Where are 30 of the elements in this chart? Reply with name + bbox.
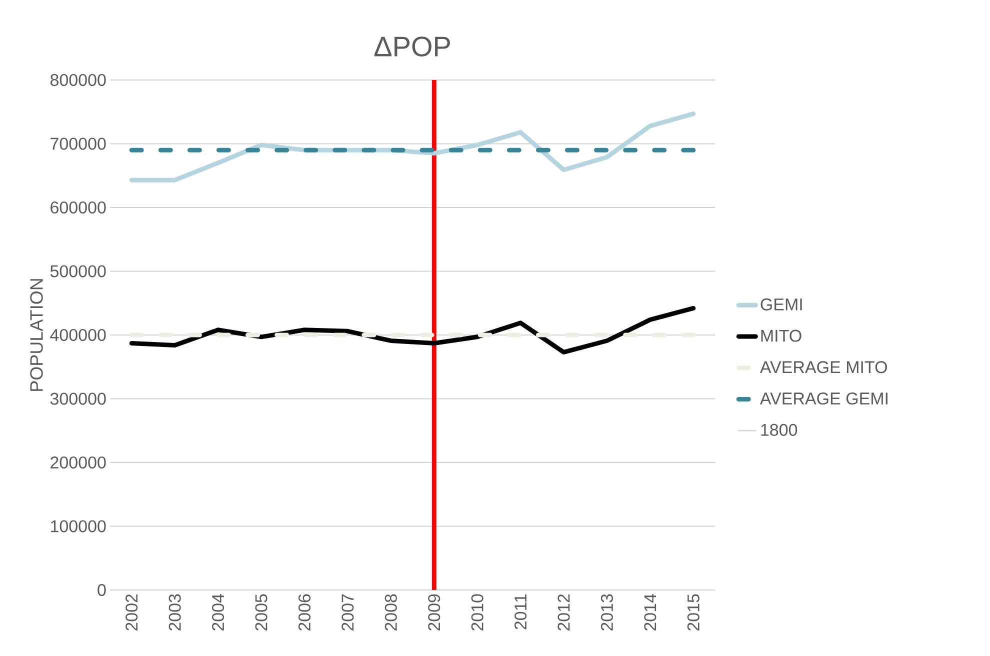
y-tick-label: 500000 xyxy=(50,265,106,278)
x-tick-label: 2007 xyxy=(342,594,354,630)
x-tick-label: 2003 xyxy=(168,594,181,630)
y-tick-label: 800000 xyxy=(50,74,106,86)
y-tick-label: 300000 xyxy=(50,392,106,405)
legend-label: AVERAGE MITO xyxy=(760,361,887,374)
y-tick-label: 200000 xyxy=(50,456,106,469)
x-tick-label: 2014 xyxy=(644,594,656,630)
legend-label: AVERAGE GEMI xyxy=(760,392,888,405)
x-tick-label: 2006 xyxy=(298,594,310,630)
x-tick-label: 2013 xyxy=(600,594,613,630)
x-tick-label: 2015 xyxy=(687,594,700,630)
x-tick-label: 2010 xyxy=(471,594,484,630)
x-tick-label: 2011 xyxy=(514,594,527,630)
x-tick-label: 2009 xyxy=(428,594,440,630)
y-tick-label: 400000 xyxy=(50,328,106,342)
x-tick-label: 2005 xyxy=(255,594,268,630)
legend-label: GEMI xyxy=(760,298,802,310)
x-tick-label: 2008 xyxy=(384,594,397,630)
y-axis-title: POPULATION xyxy=(30,279,43,391)
x-tick-label: 2002 xyxy=(126,594,138,630)
x-tick-label: 2004 xyxy=(212,594,224,630)
y-tick-label: 0 xyxy=(98,584,106,596)
chart-title: ΔPOP xyxy=(374,36,450,56)
x-tick-label: 2012 xyxy=(558,594,570,630)
y-tick-label: 600000 xyxy=(50,201,106,214)
y-tick-label: 700000 xyxy=(50,138,106,150)
legend-label: MITO xyxy=(761,330,802,342)
y-tick-label: 100000 xyxy=(51,520,106,532)
legend-label: 1800 xyxy=(761,424,798,436)
